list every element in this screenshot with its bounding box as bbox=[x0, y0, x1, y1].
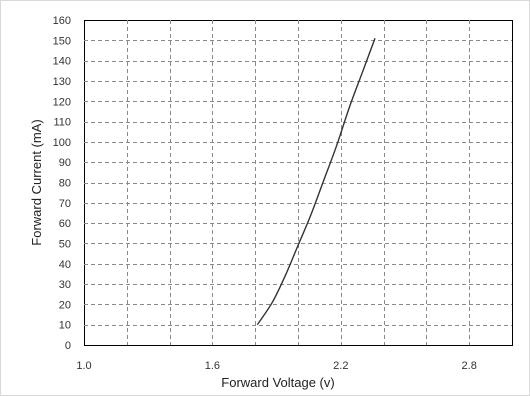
y-tick-label: 140 bbox=[53, 56, 71, 68]
y-axis-ticks: 0 10 20 30 40 50 60 70 80 90 100 110 120 130 140 150 160 bbox=[53, 15, 71, 352]
y-tick-label: 110 bbox=[53, 117, 71, 129]
x-tick-label: 2.8 bbox=[462, 360, 477, 372]
x-tick-label: 2.2 bbox=[333, 360, 348, 372]
y-tick-label: 70 bbox=[59, 198, 71, 210]
x-axis-title: Forward Voltage (v) bbox=[221, 375, 334, 390]
series-line-0 bbox=[256, 38, 376, 326]
x-axis-ticks: 1.0 1.6 2.2 2.8 bbox=[76, 360, 476, 372]
y-tick-label: 0 bbox=[65, 340, 71, 352]
y-tick-label: 120 bbox=[53, 96, 71, 108]
y-tick-label: 50 bbox=[59, 238, 71, 250]
grid bbox=[84, 20, 512, 345]
y-tick-label: 30 bbox=[59, 279, 71, 291]
y-tick-label: 150 bbox=[53, 35, 71, 47]
x-tick-label: 1.6 bbox=[205, 360, 220, 372]
y-tick-label: 130 bbox=[53, 76, 71, 88]
y-tick-label: 80 bbox=[59, 178, 71, 190]
y-tick-label: 60 bbox=[59, 218, 71, 230]
y-tick-label: 160 bbox=[53, 15, 71, 27]
y-axis-title: Forward Current (mA) bbox=[29, 119, 44, 245]
y-tick-label: 40 bbox=[59, 259, 71, 271]
y-tick-label: 10 bbox=[59, 320, 71, 332]
y-tick-label: 100 bbox=[53, 137, 71, 149]
x-tick-label: 1.0 bbox=[76, 360, 91, 372]
series-layer bbox=[256, 38, 376, 326]
y-tick-label: 20 bbox=[59, 299, 71, 311]
y-tick-label: 90 bbox=[59, 157, 71, 169]
